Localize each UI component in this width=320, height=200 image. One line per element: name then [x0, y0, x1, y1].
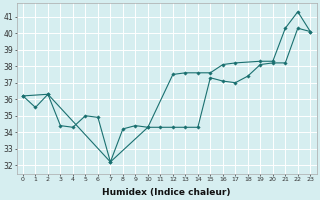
X-axis label: Humidex (Indice chaleur): Humidex (Indice chaleur): [102, 188, 231, 197]
